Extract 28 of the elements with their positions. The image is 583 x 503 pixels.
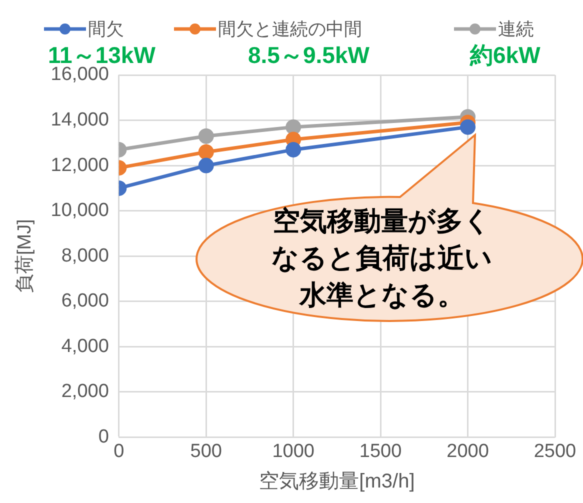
x-tick-label: 500 [190, 440, 222, 462]
y-tick-label: 2,000 [61, 381, 109, 402]
x-tick-label: 1000 [272, 440, 314, 462]
y-tick-label: 4,000 [61, 336, 109, 357]
y-axis-title: 負荷[MJ] [14, 219, 36, 294]
legend-label: 間欠 [88, 18, 124, 40]
point [198, 144, 214, 160]
annotation: 空気移動量が多くなると負荷は近い水準となる。 [270, 205, 494, 312]
point [286, 119, 302, 135]
x-tick-label: 1500 [359, 440, 402, 462]
x-tick-label: 2500 [534, 440, 576, 462]
legend-label: 間欠と連続の中間 [218, 18, 362, 40]
text: 約6kW [470, 42, 540, 68]
y-tick-label: 6,000 [61, 290, 109, 312]
legend-label: 連続 [498, 18, 534, 40]
point [198, 158, 214, 174]
y-tick-label: 12,000 [50, 154, 109, 176]
y-tick-label: 10,000 [50, 200, 109, 222]
point [198, 128, 214, 144]
point [460, 119, 476, 135]
y-tick-label: 0 [98, 426, 109, 448]
x-axis-title: 空気移動量[m3/h] [259, 470, 415, 493]
point [286, 142, 302, 158]
x-tick-label: 2000 [446, 440, 489, 462]
text: 8.5～9.5kW [248, 42, 370, 68]
x-tick-label: 0 [114, 440, 124, 462]
y-tick-label: 14,000 [50, 110, 109, 131]
y-tick-label: 8,000 [61, 245, 109, 266]
